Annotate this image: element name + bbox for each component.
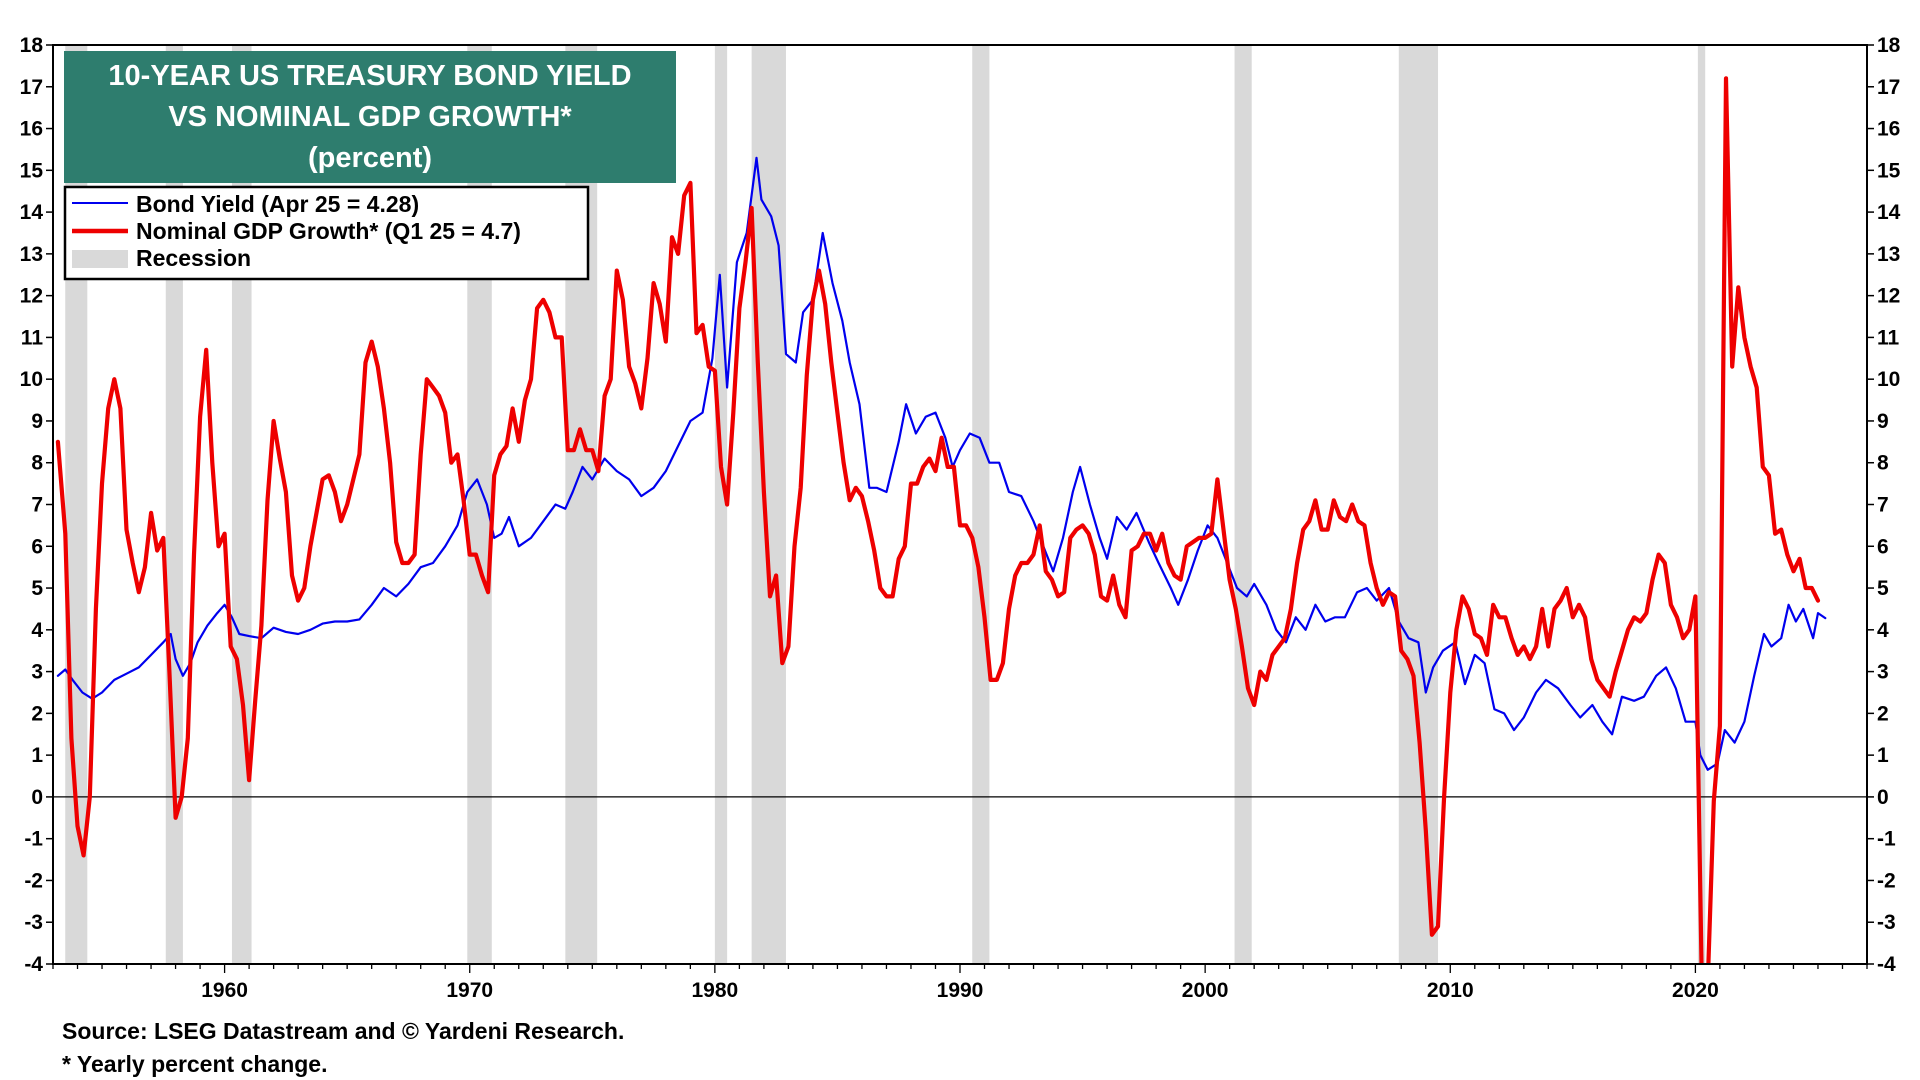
y-tick-label-left: 0	[31, 786, 43, 809]
x-tick-label: 2020	[1672, 979, 1719, 1002]
legend-bond-label: Bond Yield (Apr 25 = 4.28)	[136, 191, 419, 217]
recession-band-9	[1398, 45, 1439, 964]
title-line-2: VS NOMINAL GDP GROWTH*	[168, 101, 572, 133]
y-tick-label-left: 13	[20, 243, 43, 266]
y-tick-label-left: 3	[31, 661, 43, 684]
y-tick-label-left: 12	[20, 285, 43, 308]
y-tick-label-right: 18	[1877, 34, 1901, 57]
y-tick-label-right: 16	[1877, 118, 1900, 141]
y-tick-label-right: 4	[1877, 619, 1889, 642]
y-tick-label-left: 6	[31, 535, 43, 558]
legend-recession-label: Recession	[136, 245, 251, 271]
x-tick-label: 2010	[1427, 979, 1474, 1002]
y-tick-label-right: -2	[1877, 869, 1896, 892]
y-tick-label-right: 3	[1877, 661, 1889, 684]
title-line-3: (percent)	[308, 142, 432, 174]
y-tick-label-left: 10	[20, 368, 43, 391]
x-tick-label: 2000	[1182, 979, 1229, 1002]
y-tick-label-right: -4	[1877, 953, 1896, 976]
y-tick-label-right: 17	[1877, 76, 1900, 99]
y-tick-label-right: 15	[1877, 159, 1901, 182]
y-tick-label-right: 14	[1877, 201, 1901, 224]
y-tick-label-left: 8	[31, 452, 43, 475]
y-tick-label-right: 12	[1877, 285, 1900, 308]
y-tick-label-right: 8	[1877, 452, 1889, 475]
y-tick-label-left: 4	[31, 619, 43, 642]
y-tick-label-right: 7	[1877, 494, 1889, 517]
legend-box	[63, 185, 590, 281]
title-background	[64, 51, 676, 183]
y-tick-label-right: 11	[1877, 326, 1900, 349]
recession-band-8	[1234, 45, 1252, 964]
legend: Bond Yield (Apr 25 = 4.28) Nominal GDP G…	[63, 185, 590, 281]
x-tick-label: 1960	[201, 979, 248, 1002]
x-tick-label: 1990	[937, 979, 984, 1002]
y-tick-label-left: 11	[21, 326, 44, 349]
y-tick-label-right: 1	[1877, 744, 1889, 767]
bond-yield-line	[56, 156, 1827, 771]
y-tick-label-left: 2	[31, 702, 43, 725]
source-note: Source: LSEG Datastream and © Yardeni Re…	[62, 1018, 625, 1044]
y-tick-label-right: 0	[1877, 786, 1889, 809]
y-tick-label-right: 13	[1877, 243, 1900, 266]
nominal-gdp-line	[55, 76, 1821, 964]
recession-band-10	[1697, 45, 1706, 964]
y-tick-label-right: 6	[1877, 535, 1889, 558]
title-line-1: 10-YEAR US TREASURY BOND YIELD	[108, 60, 631, 92]
title-box: 10-YEAR US TREASURY BOND YIELD VS NOMINA…	[64, 51, 676, 183]
series-lines	[55, 76, 1827, 964]
y-tick-label-left: 1	[31, 744, 43, 767]
y-tick-label-left: -4	[24, 953, 43, 976]
y-tick-label-right: 10	[1877, 368, 1900, 391]
y-tick-label-left: 15	[20, 159, 44, 182]
y-tick-label-right: -1	[1877, 828, 1896, 851]
recession-band-6	[751, 45, 786, 964]
y-tick-label-left: 17	[20, 76, 43, 99]
y-tick-label-right: 9	[1877, 410, 1889, 433]
x-axis: 1960 1970 1980 1990 2000 2010 2020	[52, 964, 1868, 1002]
y-tick-label-right: -3	[1877, 911, 1896, 934]
y-tick-label-right: 2	[1877, 702, 1889, 725]
legend-gdp-label: Nominal GDP Growth* (Q1 25 = 4.7)	[136, 218, 521, 244]
x-tick-label: 1970	[446, 979, 493, 1002]
y-tick-label-left: 18	[20, 34, 44, 57]
x-tick-label: 1980	[692, 979, 739, 1002]
y-tick-label-left: 9	[31, 410, 43, 433]
legend-recession-swatch	[72, 250, 128, 268]
footnote: * Yearly percent change.	[62, 1051, 328, 1077]
y-tick-label-left: -2	[24, 869, 43, 892]
recession-band-5	[714, 45, 728, 964]
y-tick-label-left: 5	[31, 577, 43, 600]
y-tick-label-right: 5	[1877, 577, 1889, 600]
recession-band-7	[972, 45, 990, 964]
y-tick-label-left: -3	[24, 911, 43, 934]
y-tick-label-left: 16	[20, 118, 43, 141]
y-tick-label-left: -1	[24, 828, 43, 851]
y-tick-label-left: 7	[31, 494, 43, 517]
y-tick-label-left: 14	[20, 201, 44, 224]
